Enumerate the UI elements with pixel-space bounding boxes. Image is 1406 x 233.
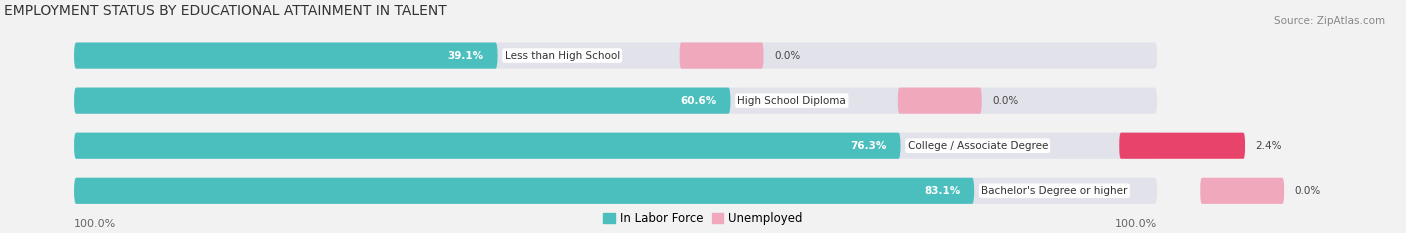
FancyBboxPatch shape — [75, 133, 1157, 159]
FancyBboxPatch shape — [1119, 133, 1246, 159]
FancyBboxPatch shape — [75, 133, 900, 159]
FancyBboxPatch shape — [75, 88, 731, 114]
Text: Source: ZipAtlas.com: Source: ZipAtlas.com — [1274, 16, 1385, 26]
FancyBboxPatch shape — [75, 178, 1157, 204]
FancyBboxPatch shape — [75, 42, 498, 69]
FancyBboxPatch shape — [1201, 178, 1284, 204]
Text: 2.4%: 2.4% — [1256, 141, 1282, 151]
Text: EMPLOYMENT STATUS BY EDUCATIONAL ATTAINMENT IN TALENT: EMPLOYMENT STATUS BY EDUCATIONAL ATTAINM… — [4, 4, 447, 18]
Text: High School Diploma: High School Diploma — [738, 96, 846, 106]
FancyBboxPatch shape — [679, 42, 763, 69]
Text: Bachelor's Degree or higher: Bachelor's Degree or higher — [981, 186, 1128, 196]
Text: 60.6%: 60.6% — [681, 96, 717, 106]
Text: College / Associate Degree: College / Associate Degree — [907, 141, 1047, 151]
Text: 100.0%: 100.0% — [1115, 219, 1157, 229]
Text: 83.1%: 83.1% — [924, 186, 960, 196]
Text: 100.0%: 100.0% — [75, 219, 117, 229]
FancyBboxPatch shape — [75, 42, 1157, 69]
Text: Less than High School: Less than High School — [505, 51, 620, 61]
FancyBboxPatch shape — [898, 88, 981, 114]
Text: 39.1%: 39.1% — [447, 51, 484, 61]
Legend: In Labor Force, Unemployed: In Labor Force, Unemployed — [599, 207, 807, 230]
Text: 76.3%: 76.3% — [851, 141, 887, 151]
Text: 0.0%: 0.0% — [993, 96, 1018, 106]
Text: 0.0%: 0.0% — [773, 51, 800, 61]
Text: 0.0%: 0.0% — [1295, 186, 1320, 196]
FancyBboxPatch shape — [75, 178, 974, 204]
FancyBboxPatch shape — [75, 88, 1157, 114]
